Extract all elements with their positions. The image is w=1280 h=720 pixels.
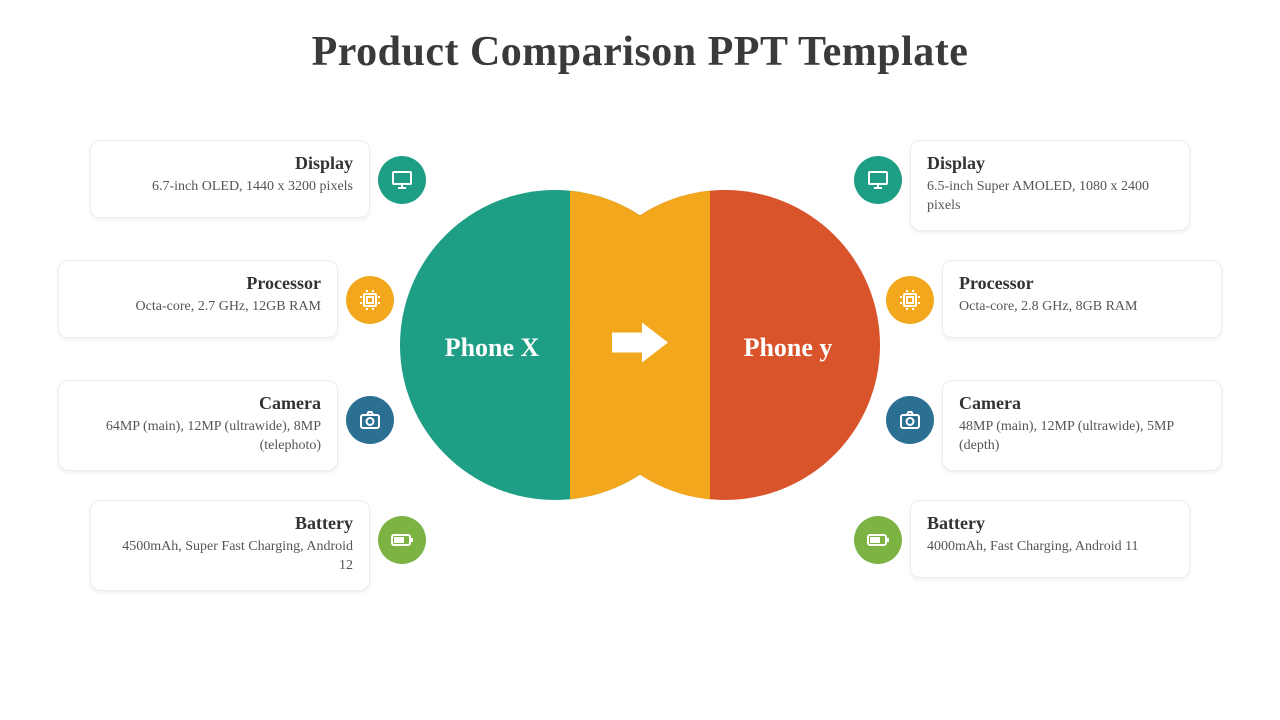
card-desc: 6.5-inch Super AMOLED, 1080 x 2400 pixel…: [927, 178, 1173, 216]
card-right-camera: Camera 48MP (main), 12MP (ultrawide), 5M…: [942, 380, 1222, 471]
card-title: Battery: [927, 513, 1173, 534]
card-title: Display: [927, 153, 1173, 174]
card-title: Display: [107, 153, 353, 174]
page-title: Product Comparison PPT Template: [0, 0, 1280, 76]
card-right-display: Display 6.5-inch Super AMOLED, 1080 x 24…: [910, 140, 1190, 231]
cpu-icon: [886, 276, 934, 324]
card-left-processor: Processor Octa-core, 2.7 GHz, 12GB RAM: [58, 260, 338, 338]
venn-label-left: Phone X: [412, 333, 572, 363]
card-desc: 4500mAh, Super Fast Charging, Android 12: [107, 538, 353, 576]
venn-label-right: Phone y: [708, 333, 868, 363]
card-title: Processor: [959, 273, 1205, 294]
camera-icon: [346, 396, 394, 444]
card-desc: 64MP (main), 12MP (ultrawide), 8MP (tele…: [75, 418, 321, 456]
venn-diagram: Phone X Phone y: [400, 175, 880, 515]
card-title: Processor: [75, 273, 321, 294]
card-desc: Octa-core, 2.8 GHz, 8GB RAM: [959, 298, 1205, 317]
card-left-battery: Battery 4500mAh, Super Fast Charging, An…: [90, 500, 370, 591]
card-desc: 6.7-inch OLED, 1440 x 3200 pixels: [107, 178, 353, 197]
card-right-processor: Processor Octa-core, 2.8 GHz, 8GB RAM: [942, 260, 1222, 338]
card-title: Camera: [75, 393, 321, 414]
card-title: Battery: [107, 513, 353, 534]
arrow-icon: [608, 319, 672, 372]
card-title: Camera: [959, 393, 1205, 414]
card-left-camera: Camera 64MP (main), 12MP (ultrawide), 8M…: [58, 380, 338, 471]
card-desc: 48MP (main), 12MP (ultrawide), 5MP (dept…: [959, 418, 1205, 456]
monitor-icon: [378, 156, 426, 204]
cpu-icon: [346, 276, 394, 324]
camera-icon: [886, 396, 934, 444]
card-desc: 4000mAh, Fast Charging, Android 11: [927, 538, 1173, 557]
card-left-display: Display 6.7-inch OLED, 1440 x 3200 pixel…: [90, 140, 370, 218]
battery-icon: [854, 516, 902, 564]
monitor-icon: [854, 156, 902, 204]
card-right-battery: Battery 4000mAh, Fast Charging, Android …: [910, 500, 1190, 578]
card-desc: Octa-core, 2.7 GHz, 12GB RAM: [75, 298, 321, 317]
battery-icon: [378, 516, 426, 564]
comparison-stage: Phone X Phone y Display 6.7-inch OLED, 1…: [0, 120, 1280, 680]
